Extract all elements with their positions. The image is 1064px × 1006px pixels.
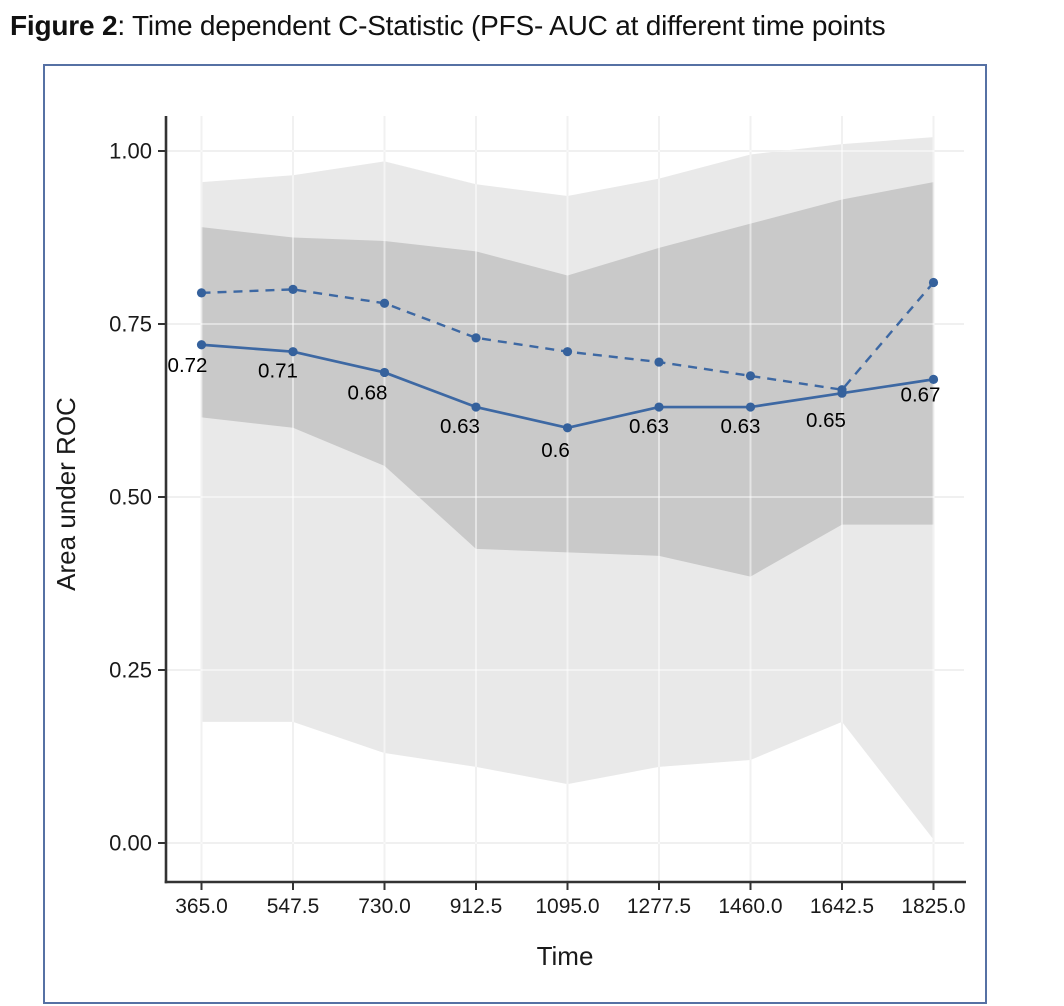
auc-dashed-point — [379, 298, 390, 308]
auc-dashed-point — [288, 284, 298, 294]
gridlines-over — [166, 116, 964, 882]
auc-dashed-point — [562, 347, 573, 357]
auc-solid-point — [379, 367, 390, 378]
auc-solid-point — [745, 402, 756, 412]
data-point-label: 0.63 — [721, 415, 761, 438]
figure-caption: Figure 2: Time dependent C-Statistic (PF… — [10, 10, 886, 42]
figure-caption-label: Figure 2 — [10, 10, 118, 41]
data-point-label: 0.72 — [168, 354, 208, 377]
auc-solid-point — [196, 340, 207, 350]
x-tick-label: 1277.5 — [627, 895, 691, 918]
x-tick-label: 365.0 — [175, 895, 228, 918]
auc-dashed-point — [745, 371, 756, 381]
x-tick-label: 547.5 — [267, 895, 320, 918]
data-point-label: 0.68 — [348, 381, 388, 404]
y-axis-title: Area under ROC — [51, 397, 81, 591]
auc-solid-point — [837, 388, 847, 398]
auc-dashed-point — [928, 277, 939, 288]
x-tick-label: 912.5 — [450, 895, 503, 918]
data-point-label: 0.67 — [901, 383, 941, 406]
auc-dashed-point — [196, 288, 207, 298]
x-tick-label: 1095.0 — [535, 895, 599, 918]
x-tick-label: 730.0 — [358, 895, 411, 918]
auc-solid-point — [928, 374, 939, 384]
x-tick-label: 1460.0 — [718, 895, 782, 918]
data-point-label: 0.65 — [806, 409, 846, 432]
auc-solid-point — [471, 402, 481, 412]
chart-plot: 365.0 547.5 730.0 912.5 1095.0 1277.5 1460.0 16… — [51, 116, 966, 971]
x-axis-title: Time — [537, 941, 594, 971]
y-tick-label: 0.00 — [109, 831, 152, 856]
auc-dashed-point — [471, 333, 481, 343]
auc-solid-point — [288, 347, 298, 357]
data-point-label: 0.6 — [541, 439, 570, 462]
auc-solid-point — [562, 423, 573, 433]
y-tick-label: 0.50 — [109, 485, 152, 510]
figure-caption-text: : Time dependent C-Statistic (PFS- AUC a… — [117, 10, 886, 41]
data-point-label: 0.71 — [258, 360, 298, 383]
x-tick-label: 1642.5 — [810, 895, 874, 918]
y-tick-label: 1.00 — [109, 139, 152, 164]
auc-solid-point — [654, 402, 664, 412]
x-tick-label: 1825.0 — [901, 895, 965, 918]
y-tick-label: 0.25 — [109, 658, 152, 683]
data-point-label: 0.63 — [440, 415, 480, 438]
figure-frame: 365.0 547.5 730.0 912.5 1095.0 1277.5 1460.0 16… — [43, 64, 987, 1004]
y-tick-label: 0.75 — [109, 312, 152, 337]
auc-dashed-point — [654, 357, 664, 367]
data-point-label: 0.63 — [629, 415, 669, 438]
